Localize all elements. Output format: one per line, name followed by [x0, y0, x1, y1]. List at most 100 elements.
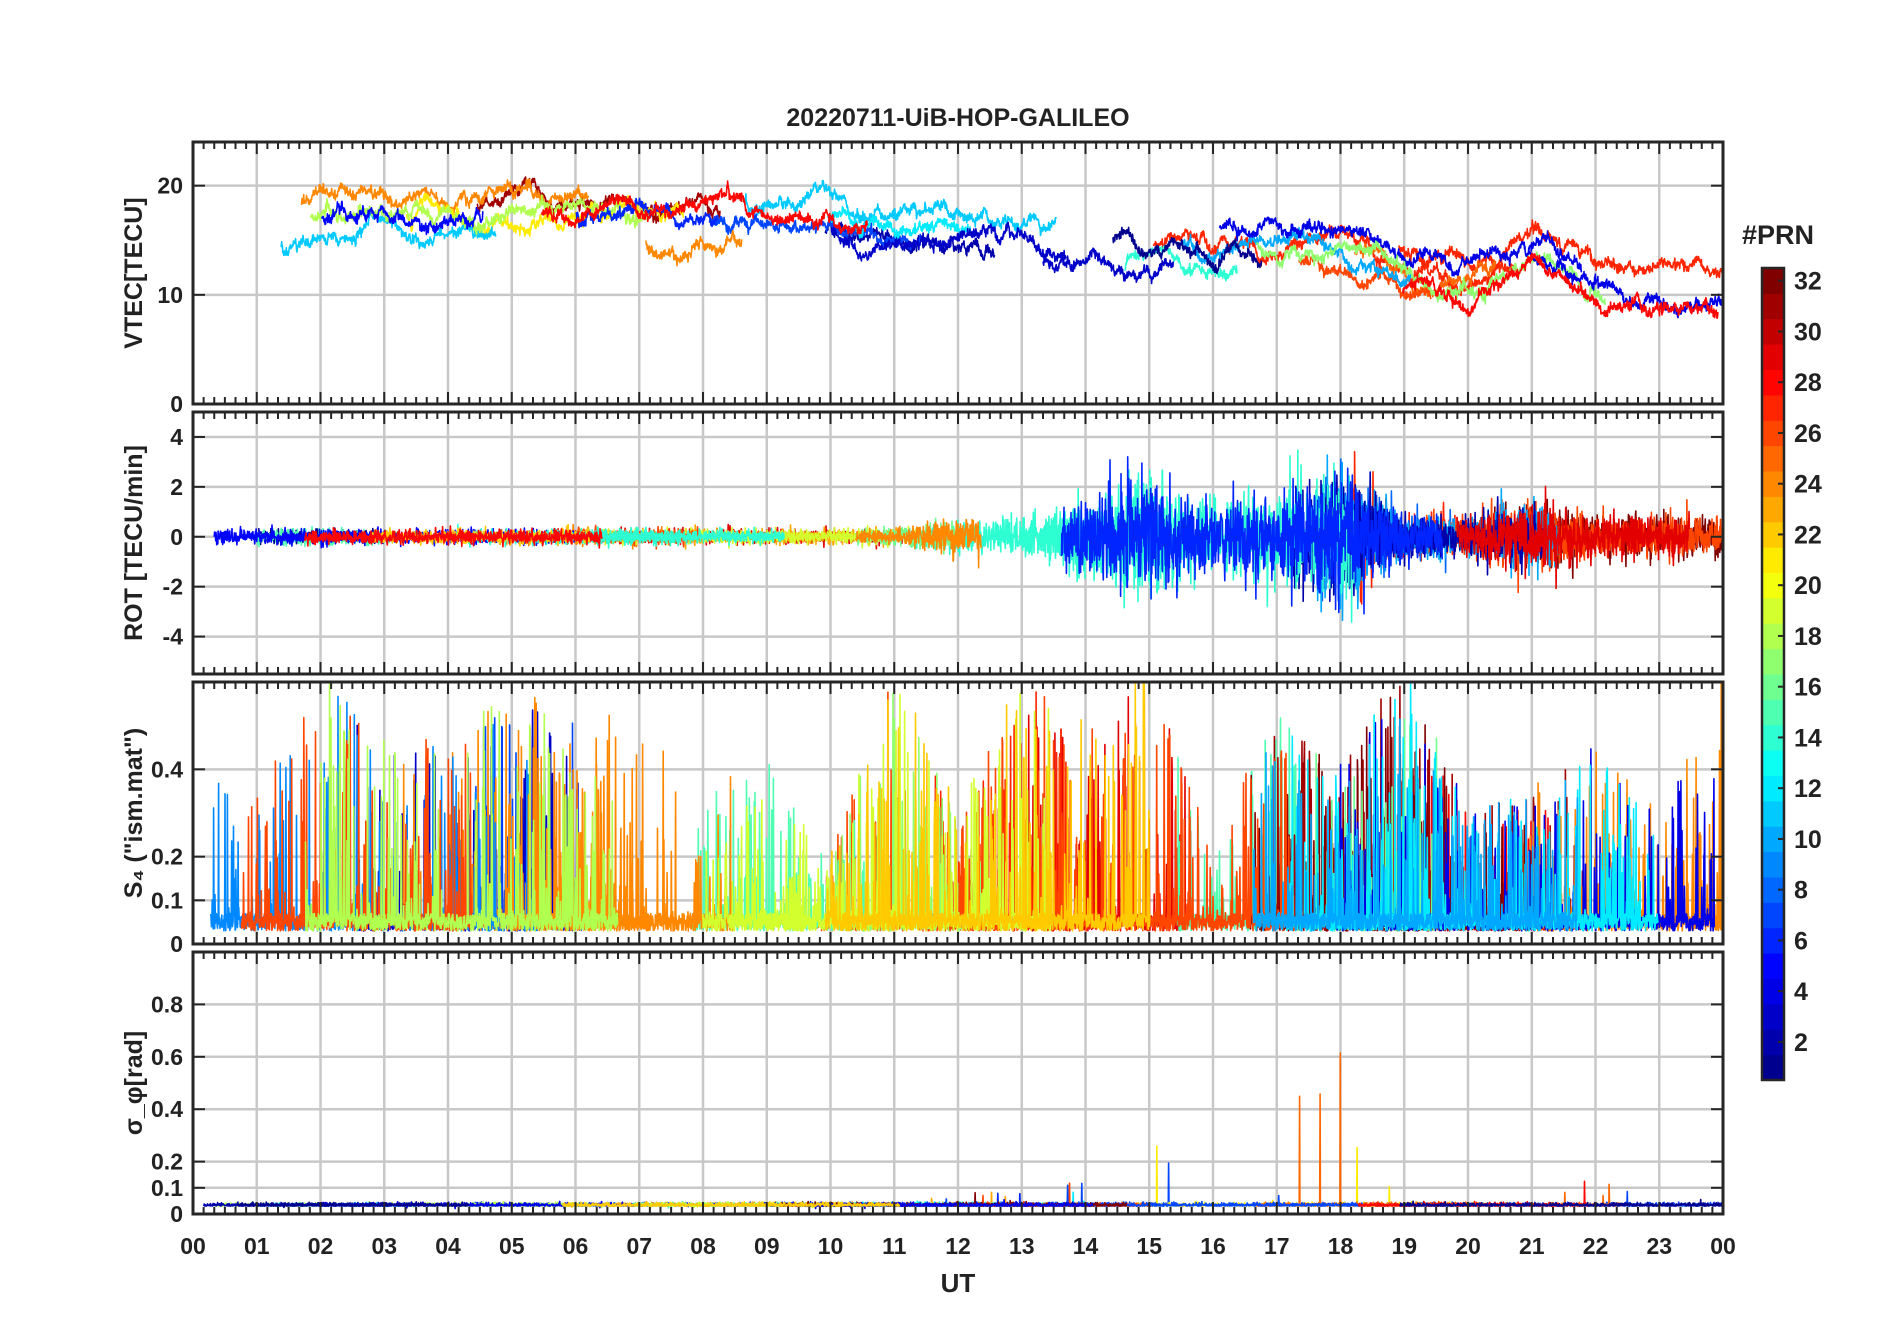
axes-vtec	[191, 140, 1725, 406]
y-axis-label-rot: ROT [TECU/min]	[120, 445, 148, 641]
series-line-prn-28	[1401, 252, 1719, 320]
y-tick-label: 0.4	[151, 756, 183, 782]
ytick-labels-vtec: 0 10 20	[157, 173, 183, 417]
series-line-prn-5	[321, 200, 484, 236]
series-line-prn-3	[1042, 247, 1174, 285]
y-tick-label: -4	[163, 624, 184, 650]
colorbar-segment	[1762, 471, 1784, 497]
colorbar-segment	[1762, 623, 1784, 650]
x-tick-labels: 00 01 02 03 04 05 06 07 08 09 10 11 12 13 14 15 16 17 18 19…	[180, 1233, 1736, 1259]
y-tick-label: 0.1	[151, 887, 183, 913]
series-line-prn-24	[300, 178, 590, 216]
colorbar-segment	[1762, 902, 1784, 929]
series-line-prn-29	[1456, 485, 1691, 590]
y-tick-label: 0.2	[151, 1149, 183, 1175]
colorbar-segment	[1762, 978, 1784, 1005]
colorbar-segment	[1762, 699, 1784, 726]
x-tick-label: 03	[371, 1233, 397, 1259]
colorbar-segment	[1762, 344, 1784, 370]
series-group-vtec	[280, 176, 1723, 320]
colorbar-segment	[1762, 318, 1784, 345]
series-line-prn-11	[744, 179, 1057, 237]
series-line-prn-6	[1060, 455, 1443, 615]
series-group-sigma_phi	[203, 1052, 1723, 1210]
colorbar-segment	[1762, 268, 1784, 294]
series-line-prn-18	[309, 194, 649, 236]
ytick-labels-s4: 0 0.1 0.2 0.4	[151, 756, 183, 957]
colorbar-segment	[1762, 572, 1784, 599]
colorbar-segment	[1762, 648, 1784, 675]
x-tick-label: 08	[690, 1233, 716, 1259]
colorbar-tick-label: 20	[1794, 572, 1822, 600]
colorbar-segment	[1762, 394, 1784, 421]
colorbar-tick-label: 28	[1794, 369, 1822, 397]
colorbar-tick-label: 14	[1794, 724, 1822, 752]
x-axis-label: UT	[941, 1268, 976, 1298]
colorbar-segment	[1762, 775, 1784, 802]
x-tick-label: 00	[180, 1233, 206, 1259]
series-line-prn-4	[1527, 250, 1723, 319]
colorbar-tick-label: 26	[1794, 420, 1822, 448]
x-tick-label: 06	[563, 1233, 589, 1259]
colorbar-segment	[1762, 674, 1784, 700]
x-tick-label: 11	[882, 1233, 907, 1259]
series-line-prn-4	[1218, 216, 1583, 277]
y-tick-label: 20	[157, 173, 183, 199]
ytick-labels-sigma_phi: 00.10.2 0.4 0.6 0.8	[151, 991, 183, 1227]
x-tick-label: 23	[1646, 1233, 1672, 1259]
series-group-rot	[213, 449, 1723, 623]
x-tick-label: 05	[499, 1233, 525, 1259]
colorbar-tick-label: 32	[1794, 268, 1822, 296]
series-line-prn-24	[645, 229, 743, 267]
series-line-prn-3	[830, 221, 1067, 263]
y-tick-label: 4	[170, 424, 183, 450]
series-line-prn-22	[824, 682, 1151, 932]
grid-layer	[193, 142, 1723, 1214]
y-tick-label: -2	[163, 574, 183, 600]
series-line-prn-25	[1255, 1052, 1623, 1208]
series-line-prn-1	[1112, 226, 1263, 275]
x-tick-label: 18	[1328, 1233, 1354, 1259]
y-tick-label: 0.2	[151, 844, 183, 870]
y-tick-label: 0.8	[151, 991, 183, 1017]
colorbar-frame	[1760, 266, 1786, 1082]
y-tick-label: 0.1	[151, 1175, 183, 1201]
chart-title: 20220711-UiB-HOP-GALILEO	[786, 104, 1129, 132]
y-tick-label: 0	[170, 524, 183, 550]
series-line-prn-22	[562, 1201, 901, 1208]
colorbar-tick-label: 2	[1794, 1029, 1808, 1057]
x-tick-label: 21	[1519, 1233, 1545, 1259]
series-line-prn-6	[575, 197, 718, 231]
x-tick-label: 09	[754, 1233, 780, 1259]
x-tick-label: 14	[1073, 1233, 1099, 1259]
series-line-prn-26	[1298, 255, 1432, 301]
y-axis-label-vtec: VTEC[TECU]	[120, 197, 148, 348]
series-layer	[203, 176, 1723, 1210]
colorbar-segment	[1762, 420, 1784, 447]
colorbar-segment	[1762, 750, 1784, 776]
colorbar-tick-label: 10	[1794, 826, 1822, 854]
x-tick-label: 01	[244, 1233, 270, 1259]
colorbar-tick-label: 18	[1794, 623, 1822, 651]
colorbar-tick-label: 16	[1794, 674, 1822, 702]
colorbar-tick-label: 22	[1794, 521, 1822, 549]
x-tick-label: 19	[1391, 1233, 1417, 1259]
series-line-prn-7	[898, 1162, 1182, 1207]
series-line-prn-12	[827, 206, 972, 241]
x-tick-label: 02	[308, 1233, 334, 1259]
colorbar-label: #PRN	[1742, 220, 1814, 250]
y-tick-label: 0	[170, 391, 183, 417]
grid-sigma_phi	[193, 952, 1723, 1214]
colorbar-segment	[1762, 1003, 1784, 1030]
x-tick-label: 10	[818, 1233, 844, 1259]
y-tick-label: 2	[170, 474, 183, 500]
colorbar-segment	[1762, 293, 1784, 320]
x-tick-label: 17	[1264, 1233, 1290, 1259]
colorbar-tick-label: 4	[1794, 978, 1808, 1006]
colorbar-tick-label: 30	[1794, 318, 1822, 346]
x-tick-label: 00	[1710, 1233, 1736, 1259]
colorbar-segment	[1762, 724, 1784, 751]
